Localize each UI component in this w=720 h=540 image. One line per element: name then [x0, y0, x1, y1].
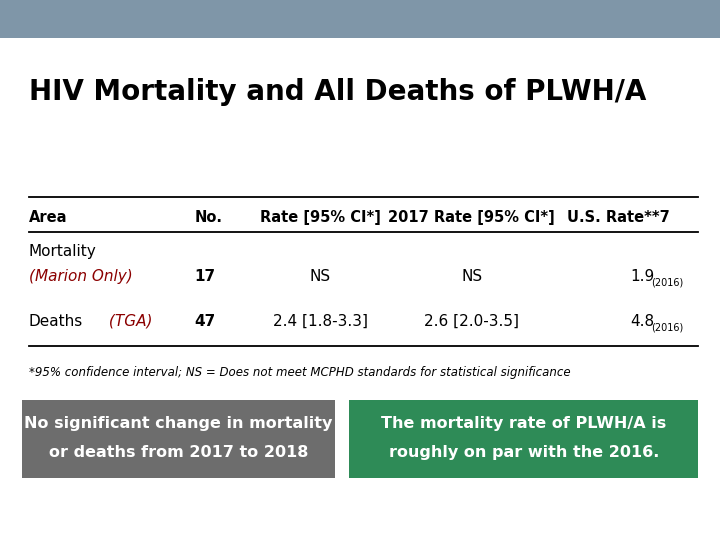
- Text: (TGA): (TGA): [104, 314, 153, 329]
- Text: NS: NS: [461, 269, 482, 284]
- Text: 2017 Rate [95% CI*]: 2017 Rate [95% CI*]: [388, 210, 555, 225]
- Text: or deaths from 2017 to 2018: or deaths from 2017 to 2018: [48, 445, 308, 460]
- Text: Mortality: Mortality: [29, 244, 96, 259]
- Text: *95% confidence interval; NS = Does not meet MCPHD standards for statistical sig: *95% confidence interval; NS = Does not …: [29, 366, 570, 379]
- Text: U.S. Rate**7: U.S. Rate**7: [567, 210, 670, 225]
- Text: Rate [95% CI*]: Rate [95% CI*]: [260, 210, 381, 225]
- Text: No.: No.: [194, 210, 222, 225]
- Text: 2.6 [2.0-3.5]: 2.6 [2.0-3.5]: [424, 314, 519, 329]
- Text: HIV Mortality and All Deaths of PLWH/A: HIV Mortality and All Deaths of PLWH/A: [29, 78, 646, 106]
- Text: 4.8: 4.8: [630, 314, 654, 329]
- FancyBboxPatch shape: [349, 400, 698, 478]
- Text: NS: NS: [310, 269, 331, 284]
- Text: (Marion Only): (Marion Only): [29, 269, 132, 284]
- Text: (2016): (2016): [652, 278, 684, 288]
- Text: roughly on par with the 2016.: roughly on par with the 2016.: [389, 445, 659, 460]
- Text: (2016): (2016): [652, 323, 684, 333]
- Text: 1.9: 1.9: [630, 269, 654, 284]
- Text: The mortality rate of PLWH/A is: The mortality rate of PLWH/A is: [381, 416, 667, 431]
- FancyBboxPatch shape: [22, 400, 335, 478]
- Text: 47: 47: [194, 314, 216, 329]
- Text: Area: Area: [29, 210, 67, 225]
- FancyBboxPatch shape: [0, 0, 720, 38]
- Text: Deaths: Deaths: [29, 314, 83, 329]
- Text: 17: 17: [194, 269, 215, 284]
- Text: 2.4 [1.8-3.3]: 2.4 [1.8-3.3]: [273, 314, 368, 329]
- Text: No significant change in mortality: No significant change in mortality: [24, 416, 333, 431]
